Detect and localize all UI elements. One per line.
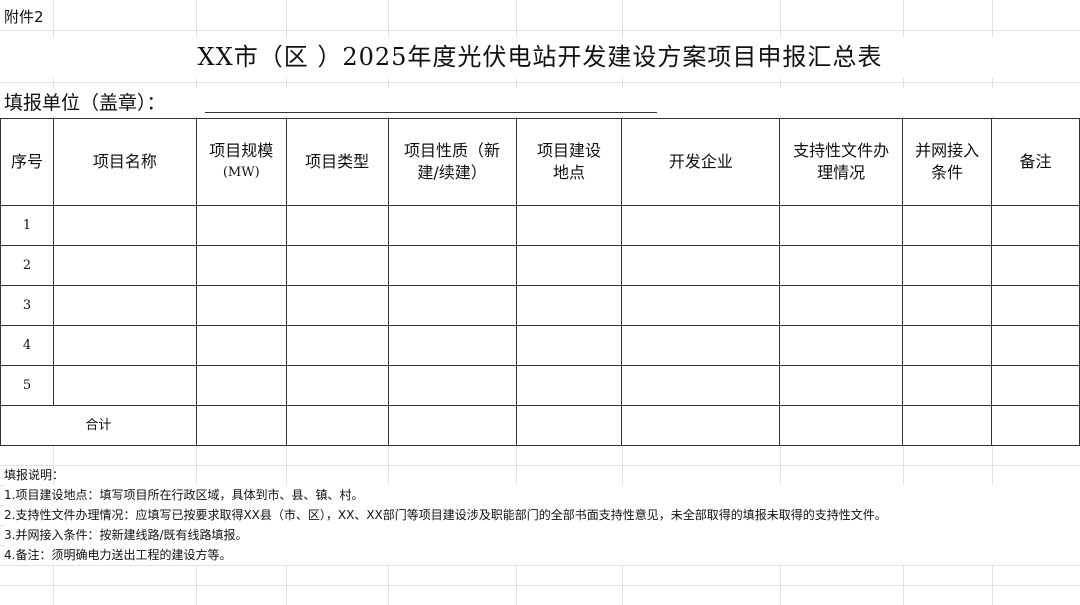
cell[interactable] [991,365,1080,406]
header-project-name: 项目名称 [52,118,197,206]
cell[interactable] [902,405,993,446]
header-remarks: 备注 [991,118,1080,206]
cell[interactable] [195,325,287,366]
cell[interactable] [515,285,623,326]
cell[interactable] [195,365,287,406]
cell[interactable] [621,405,781,446]
cell[interactable] [515,205,623,246]
note-item: 4.备注：须明确电力送出工程的建设方等。 [4,545,1080,565]
cell[interactable] [991,405,1080,446]
notes: 填报说明： 1.项目建设地点：填写项目所在行政区域，具体到市、县、镇、村。 2.… [4,465,1080,565]
cell[interactable] [195,205,287,246]
header-support-docs: 支持性文件办理情况 [779,118,904,206]
cell[interactable] [621,325,781,366]
header-type: 项目类型 [285,118,389,206]
cell[interactable] [285,325,389,366]
page-title: XX市（区 ）2025年度光伏电站开发建设方案项目申报汇总表 [0,38,1080,78]
cell[interactable] [621,245,781,286]
header-scale: 项目规模 (MW) [195,118,287,206]
cell[interactable] [195,285,287,326]
cell[interactable] [902,325,993,366]
cell[interactable] [515,365,623,406]
table-row: 3 [0,285,1080,326]
cell[interactable] [991,205,1080,246]
row-index: 2 [0,245,54,286]
cell[interactable] [285,365,389,406]
cell[interactable] [52,365,197,406]
cell[interactable] [387,285,517,326]
cell[interactable] [387,205,517,246]
total-row: 合计 [0,405,1080,446]
summary-table: 序号 项目名称 项目规模 (MW) 项目类型 项目性质（新建/续建） 项目建设地点… [0,118,1080,446]
cell[interactable] [285,245,389,286]
note-item: 3.并网接入条件：按新建线路/既有线路填报。 [4,525,1080,545]
filler-unit-label: 填报单位（盖章）： [4,88,1080,116]
cell[interactable] [779,405,904,446]
cell[interactable] [902,245,993,286]
note-item: 1.项目建设地点：填写项目所在行政区域，具体到市、县、镇、村。 [4,485,1080,505]
filler-unit-underline [205,112,657,113]
cell[interactable] [779,245,904,286]
header-row: 序号 项目名称 项目规模 (MW) 项目类型 项目性质（新建/续建） 项目建设地点… [0,118,1080,206]
table-row: 1 [0,205,1080,246]
cell[interactable] [621,285,781,326]
attachment-label: 附件2 [4,8,44,26]
cell[interactable] [779,325,904,366]
cell[interactable] [285,405,389,446]
notes-heading: 填报说明： [4,468,65,482]
cell[interactable] [779,285,904,326]
cell[interactable] [515,245,623,286]
note-item: 2.支持性文件办理情况：应填写已按要求取得XX县（市、区），XX、XX部门等项目… [4,505,1080,525]
cell[interactable] [902,205,993,246]
cell[interactable] [387,245,517,286]
header-grid-connection: 并网接入条件 [902,118,993,206]
cell[interactable] [52,285,197,326]
cell[interactable] [387,365,517,406]
total-label: 合计 [0,405,197,446]
row-index: 5 [0,365,54,406]
cell[interactable] [195,405,287,446]
cell[interactable] [621,205,781,246]
header-scale-unit: (MW) [222,165,260,180]
cell[interactable] [285,205,389,246]
cell[interactable] [387,405,517,446]
header-scale-label: 项目规模 [209,141,274,160]
cell[interactable] [52,205,197,246]
row-index: 4 [0,325,54,366]
table-row: 2 [0,245,1080,286]
cell[interactable] [52,245,197,286]
header-location: 项目建设地点 [515,118,623,206]
cell[interactable] [991,245,1080,286]
cell[interactable] [387,325,517,366]
row-index: 1 [0,205,54,246]
cell[interactable] [779,365,904,406]
cell[interactable] [991,285,1080,326]
cell[interactable] [515,325,623,366]
table-row: 4 [0,325,1080,366]
cell[interactable] [902,285,993,326]
cell[interactable] [285,285,389,326]
header-nature: 项目性质（新建/续建） [387,118,517,206]
header-index: 序号 [0,118,54,206]
cell[interactable] [52,325,197,366]
row-index: 3 [0,285,54,326]
cell[interactable] [902,365,993,406]
cell[interactable] [779,205,904,246]
header-developer: 开发企业 [621,118,781,206]
cell[interactable] [515,405,623,446]
cell[interactable] [991,325,1080,366]
table-row: 5 [0,365,1080,406]
cell[interactable] [621,365,781,406]
cell[interactable] [195,245,287,286]
